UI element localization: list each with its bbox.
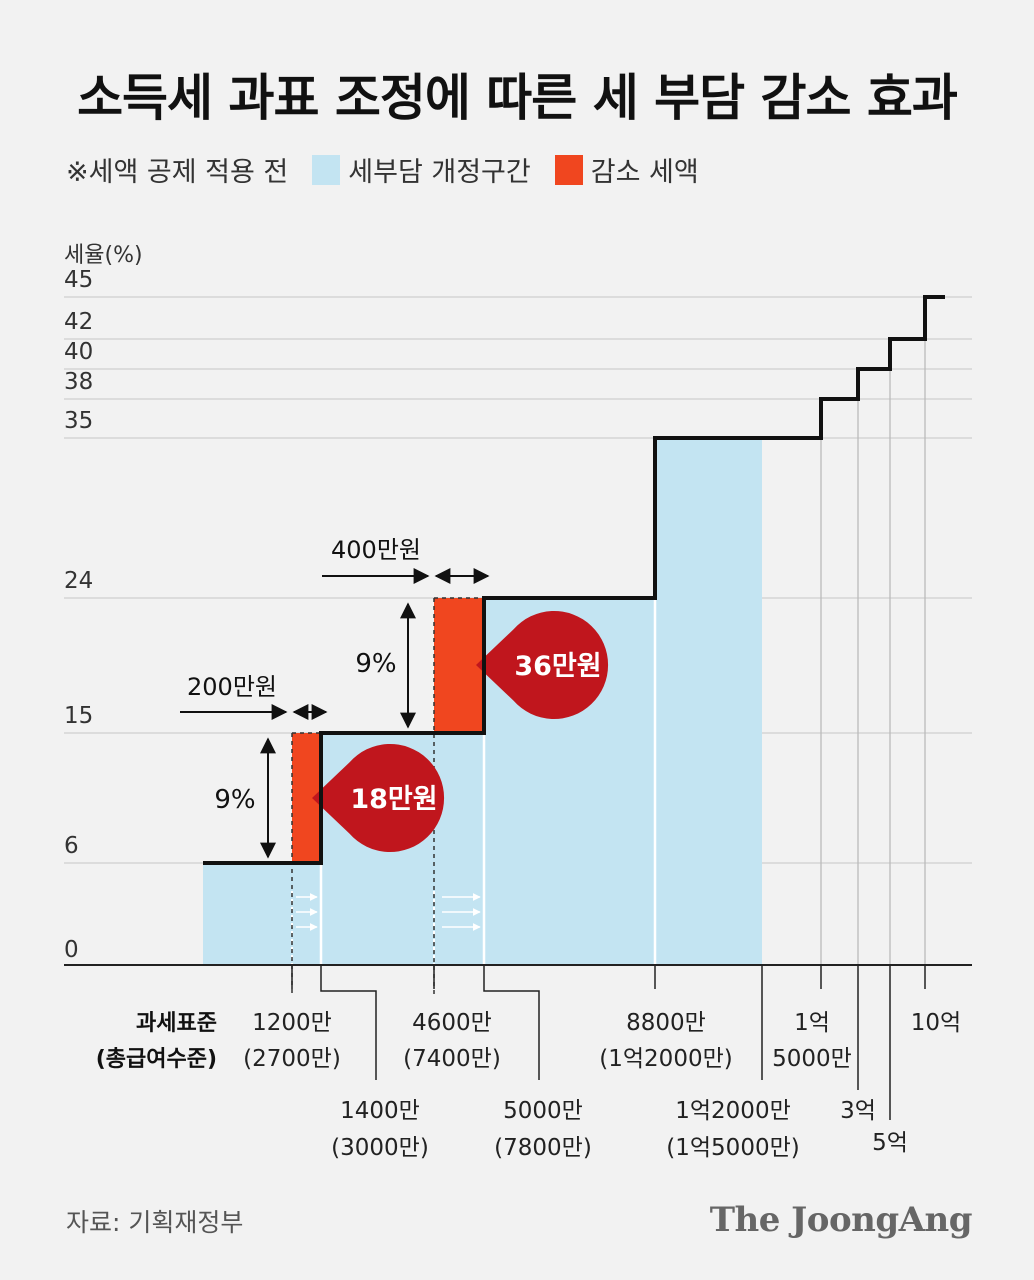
tax-rate-step-line bbox=[203, 295, 945, 865]
boundary-leader bbox=[320, 965, 377, 1080]
x-tick-label: 3억 bbox=[840, 1098, 876, 1124]
x-tick-sublabel: (1억5000만) bbox=[666, 1135, 799, 1161]
y-tick-label: 38 bbox=[64, 369, 93, 395]
legend-item-reduction: 감소 세액 bbox=[554, 150, 699, 189]
rate-diff-label-2: 9% bbox=[355, 649, 396, 679]
legend-swatch-revised bbox=[312, 154, 341, 185]
y-tick-label: 35 bbox=[64, 408, 93, 434]
x-tick-sublabel: (7400만) bbox=[403, 1046, 501, 1072]
shift-label-1: 200만원 bbox=[187, 673, 277, 701]
x-axis-title: 과세표준 bbox=[136, 1011, 217, 1036]
chart-title: 소득세 과표 조정에 따른 세 부담 감소 효과 bbox=[77, 69, 958, 127]
legend-note: ※세액 공제 적용 전 bbox=[66, 157, 289, 188]
x-tick-label: 1억2000만 bbox=[675, 1098, 791, 1124]
x-tick-sublabel: (1억2000만) bbox=[599, 1046, 732, 1072]
y-tick-label: 0 bbox=[64, 937, 79, 963]
x-tick-label: 8800만 bbox=[626, 1010, 706, 1036]
y-tick-label: 24 bbox=[64, 568, 93, 594]
boundary-leader bbox=[483, 965, 540, 1080]
y-tick-label: 45 bbox=[64, 267, 93, 293]
brand-logo: The JoongAng bbox=[709, 1200, 973, 1240]
y-tick-label: 6 bbox=[64, 833, 79, 859]
y-axis-label: 세율(%) bbox=[64, 243, 143, 268]
x-axis-subtitle: (총급여수준) bbox=[96, 1047, 217, 1072]
x-tick-sublabel: (2700만) bbox=[243, 1046, 341, 1072]
x-tick-label: 1400만 bbox=[340, 1098, 420, 1124]
x-tick-sublabel: 5000만 bbox=[772, 1046, 852, 1072]
source-text: 자료: 기획재정부 bbox=[66, 1208, 244, 1237]
rate-diff-label-1: 9% bbox=[214, 785, 255, 815]
x-tick-sublabel: (3000만) bbox=[331, 1135, 429, 1161]
saving-callout-2 bbox=[476, 611, 609, 719]
x-tick-label: 10억 bbox=[911, 1010, 961, 1036]
y-tick-label: 15 bbox=[64, 703, 93, 729]
revised-band-area bbox=[203, 438, 762, 965]
x-tick-label: 5000만 bbox=[503, 1098, 583, 1124]
x-tick-label: 5억 bbox=[872, 1130, 908, 1156]
legend-swatch-reduction bbox=[554, 154, 583, 185]
saving-callout-1 bbox=[312, 744, 445, 853]
x-tick-label: 1억 bbox=[794, 1010, 830, 1036]
saving-callout-2-label: 36만원 bbox=[514, 651, 601, 682]
legend: ※세액 공제 적용 전 세부담 개정구간 감소 세액 bbox=[66, 150, 723, 189]
x-tick-sublabel: (7800만) bbox=[494, 1135, 592, 1161]
x-tick-label: 1200만 bbox=[252, 1010, 332, 1036]
y-tick-label: 42 bbox=[64, 309, 93, 335]
reduction-bar-2 bbox=[434, 598, 484, 733]
legend-label-revised: 세부담 개정구간 bbox=[348, 157, 531, 188]
shift-label-2: 400만원 bbox=[331, 536, 421, 564]
legend-label-reduction: 감소 세액 bbox=[590, 157, 699, 188]
legend-item-revised: 세부담 개정구간 bbox=[312, 150, 531, 189]
saving-callout-1-label: 18만원 bbox=[350, 784, 437, 815]
x-tick-label: 4600만 bbox=[412, 1010, 492, 1036]
y-tick-label: 40 bbox=[64, 339, 93, 365]
